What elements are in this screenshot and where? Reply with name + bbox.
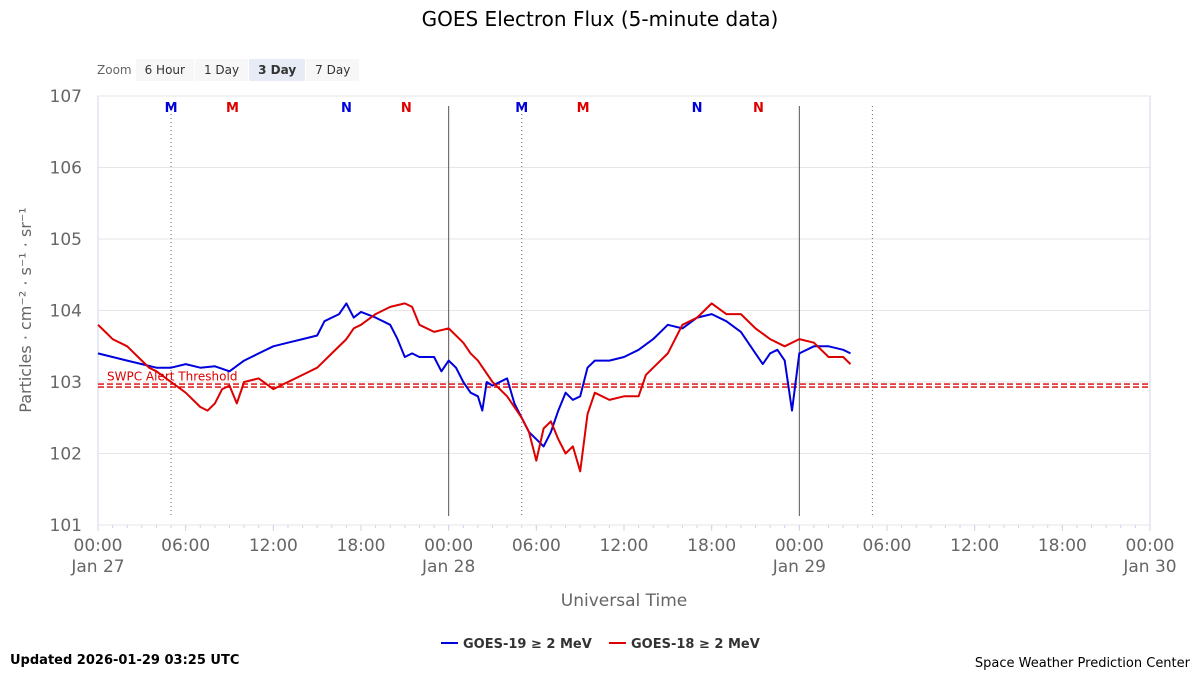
legend-item-goes18[interactable]: GOES-18 ≥ 2 MeV	[609, 637, 760, 652]
mn-marker-label: N	[401, 101, 412, 116]
x-tick-label: 06:00	[863, 536, 912, 556]
zoom-1-day-button[interactable]: 1 Day	[194, 59, 249, 81]
zoom-7-day-button[interactable]: 7 Day	[306, 59, 360, 81]
zoom-label: Zoom	[97, 63, 132, 77]
mn-marker-label: N	[341, 101, 352, 116]
y-tick-label: 103	[50, 373, 82, 393]
x-tick-date-label: Jan 30	[1122, 557, 1176, 577]
x-tick-label: 06:00	[161, 536, 210, 556]
y-axis-label: Particles · cm⁻² · s⁻¹ · sr⁻¹	[16, 207, 35, 412]
y-tick-label: 105	[50, 230, 82, 250]
mn-marker-label: N	[753, 101, 764, 116]
mn-marker-label: M	[515, 101, 528, 116]
y-tick-label: 106	[50, 159, 82, 179]
threshold-label: SWPC Alert Threshold	[107, 370, 237, 384]
series-line-goes19	[97, 302, 851, 448]
x-tick-label: 00:00	[74, 536, 123, 556]
x-tick-label: 00:00	[775, 536, 824, 556]
x-tick-label: 06:00	[512, 536, 561, 556]
x-tick-label: 00:00	[1126, 536, 1175, 556]
series-line-goes18	[97, 302, 852, 473]
zoom-6-hour-button[interactable]: 6 Hour	[135, 59, 194, 81]
x-tick-date-label: Jan 27	[70, 557, 124, 577]
y-tick-label: 104	[50, 302, 82, 322]
x-tick-label: 18:00	[337, 536, 386, 556]
x-axis-label: Universal Time	[561, 591, 687, 611]
updated-timestamp: Updated 2026-01-29 03:25 UTC	[10, 653, 240, 668]
x-tick-label: 12:00	[950, 536, 999, 556]
legend: GOES-19 ≥ 2 MeV GOES-18 ≥ 2 MeV	[441, 637, 760, 652]
x-tick-label: 12:00	[249, 536, 298, 556]
credit-text: Space Weather Prediction Center	[974, 656, 1190, 671]
x-tick-label: 00:00	[424, 536, 473, 556]
legend-item-goes19[interactable]: GOES-19 ≥ 2 MeV	[441, 637, 592, 652]
y-tick-label: 107	[50, 87, 82, 107]
x-tick-date-label: Jan 29	[772, 557, 826, 577]
chart-title: GOES Electron Flux (5-minute data)	[422, 7, 779, 31]
zoom-bar: Zoom 6 Hour 1 Day 3 Day 7 Day	[92, 58, 360, 82]
y-tick-label: 101	[50, 516, 82, 536]
legend-label-goes19: GOES-19 ≥ 2 MeV	[463, 637, 592, 652]
x-tick-label: 18:00	[1038, 536, 1087, 556]
mn-marker-label: M	[165, 101, 178, 116]
mn-marker-label: M	[226, 101, 239, 116]
legend-label-goes18: GOES-18 ≥ 2 MeV	[631, 637, 760, 652]
x-tick-label: 12:00	[600, 536, 649, 556]
mn-marker-label: M	[577, 101, 590, 116]
zoom-3-day-button[interactable]: 3 Day	[249, 59, 306, 81]
mn-marker-label: N	[692, 101, 703, 116]
x-tick-label: 18:00	[687, 536, 736, 556]
x-tick-date-label: Jan 28	[421, 557, 475, 577]
y-tick-label: 102	[50, 445, 82, 465]
